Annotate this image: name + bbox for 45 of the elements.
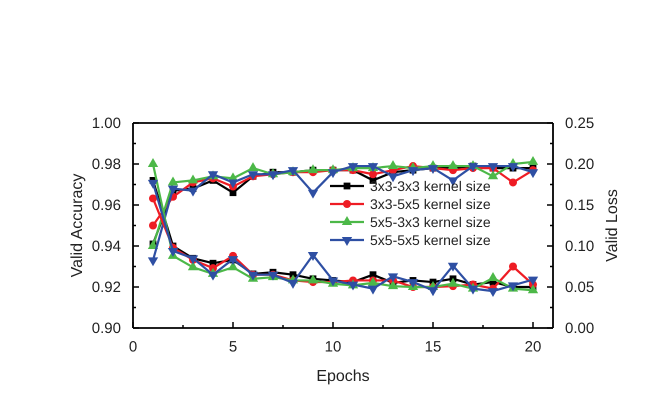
y-tick-label: 0.90	[92, 320, 121, 337]
point	[188, 174, 198, 184]
point	[188, 261, 198, 270]
legend-label: 5x5-3x3 kernel size	[370, 214, 491, 230]
point	[388, 160, 398, 170]
point	[388, 280, 398, 290]
point	[509, 262, 517, 270]
point	[509, 178, 517, 186]
x-axis-title: Epochs	[316, 368, 370, 385]
x-tick-label: 0	[128, 338, 138, 356]
legend-label: 3x3-3x3 kernel size	[370, 178, 491, 194]
y2-tick-label: 0.00	[565, 320, 594, 337]
y-tick-label: 0.92	[92, 278, 121, 296]
point	[448, 278, 458, 287]
point	[369, 170, 377, 178]
y-tick-label: 0.98	[92, 156, 121, 173]
legend-label: 3x3-5x5 kernel size	[370, 196, 491, 212]
y2-tick-label: 0.10	[565, 238, 594, 255]
y2-tick-label: 0.15	[565, 196, 594, 214]
point	[149, 222, 157, 230]
y-tick-label: 1.00	[92, 114, 121, 132]
y2-tick-label: 0.25	[565, 114, 594, 132]
point	[488, 170, 498, 180]
point	[528, 284, 538, 294]
point	[230, 189, 236, 196]
y2-tick-label: 0.20	[565, 156, 594, 173]
point	[448, 160, 458, 170]
x-tick-label: 15	[424, 338, 442, 356]
point	[308, 164, 318, 174]
point	[528, 156, 538, 165]
y2-axis-title: Valid Loss	[604, 189, 621, 262]
legend-label: 5x5-5x5 kernel size	[370, 232, 491, 248]
point	[488, 272, 498, 281]
y-axis-title: Valid Accuracy	[69, 174, 86, 278]
x-tick-label: 10	[324, 338, 342, 356]
point	[168, 176, 178, 186]
point	[148, 257, 158, 266]
y-tick-label: 0.96	[92, 196, 121, 214]
point	[149, 194, 157, 202]
x-tick-label: 20	[524, 338, 542, 356]
x-tick-label: 5	[228, 338, 238, 356]
point	[148, 180, 158, 189]
point	[248, 162, 258, 172]
y-tick-label: 0.94	[92, 238, 121, 255]
y2-tick-label: 0.05	[565, 278, 594, 296]
